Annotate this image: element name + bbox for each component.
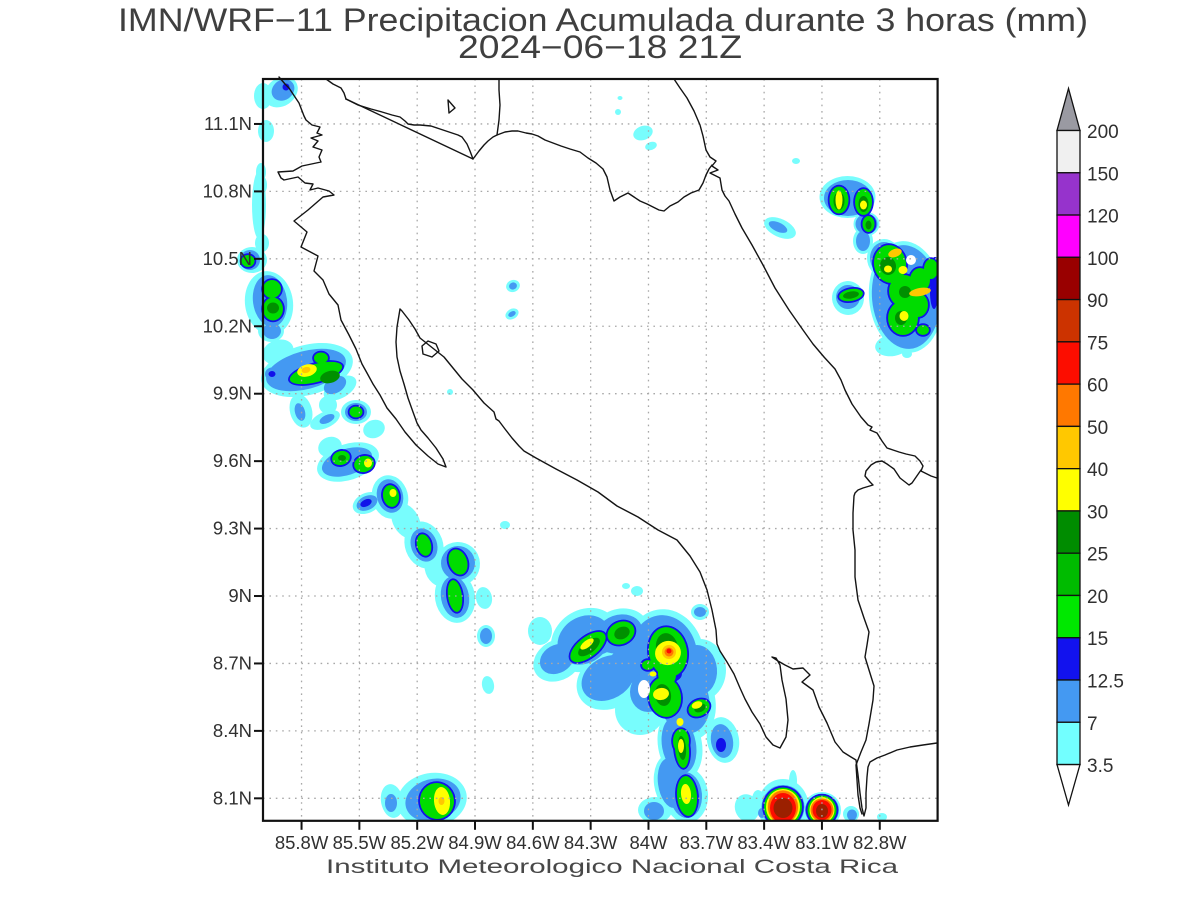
svg-text:85.5W: 85.5W [333, 832, 387, 853]
svg-text:10.8N: 10.8N [203, 180, 252, 201]
svg-text:84.9W: 84.9W [448, 832, 502, 853]
svg-text:100: 100 [1087, 249, 1119, 270]
svg-text:20: 20 [1087, 587, 1108, 608]
svg-text:150: 150 [1087, 164, 1119, 185]
svg-text:90: 90 [1087, 291, 1108, 312]
svg-text:82.8W: 82.8W [853, 832, 907, 853]
svg-text:84.3W: 84.3W [564, 832, 618, 853]
svg-text:8.1N: 8.1N [213, 787, 252, 808]
svg-text:7: 7 [1087, 714, 1098, 735]
svg-text:11.1N: 11.1N [204, 113, 252, 134]
svg-text:10.5N: 10.5N [203, 248, 252, 269]
svg-text:IMN/WRF−11 Precipitacion Acumu: IMN/WRF−11 Precipitacion Acumulada duran… [118, 2, 1088, 38]
svg-text:8.7N: 8.7N [213, 652, 252, 673]
svg-text:60: 60 [1087, 376, 1108, 397]
svg-text:9.3N: 9.3N [213, 518, 252, 539]
svg-text:15: 15 [1087, 629, 1108, 650]
svg-text:50: 50 [1087, 418, 1108, 439]
svg-text:83.7W: 83.7W [680, 832, 734, 853]
svg-text:85.2W: 85.2W [390, 832, 444, 853]
svg-text:10.2N: 10.2N [203, 315, 252, 336]
svg-text:2024−06−18 21Z: 2024−06−18 21Z [458, 29, 742, 65]
svg-text:8.4N: 8.4N [213, 720, 252, 741]
svg-text:Instituto Meteorologico Nacion: Instituto Meteorologico Nacional Costa R… [326, 856, 898, 878]
svg-text:3.5: 3.5 [1087, 756, 1113, 777]
svg-text:200: 200 [1087, 122, 1119, 143]
svg-text:120: 120 [1087, 207, 1119, 228]
svg-text:9.6N: 9.6N [213, 450, 252, 471]
svg-text:30: 30 [1087, 502, 1108, 523]
svg-text:85.8W: 85.8W [275, 832, 329, 853]
svg-text:40: 40 [1087, 460, 1108, 481]
svg-text:83.1W: 83.1W [795, 832, 849, 853]
svg-text:9.9N: 9.9N [213, 383, 252, 404]
svg-text:83.4W: 83.4W [737, 832, 791, 853]
svg-text:25: 25 [1087, 545, 1108, 566]
svg-text:75: 75 [1087, 333, 1108, 354]
svg-text:84W: 84W [629, 832, 668, 853]
svg-text:12.5: 12.5 [1087, 672, 1124, 693]
svg-text:9N: 9N [228, 585, 252, 606]
svg-text:84.6W: 84.6W [506, 832, 560, 853]
